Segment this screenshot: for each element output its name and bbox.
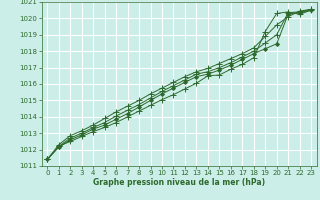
X-axis label: Graphe pression niveau de la mer (hPa): Graphe pression niveau de la mer (hPa) [93, 178, 265, 187]
